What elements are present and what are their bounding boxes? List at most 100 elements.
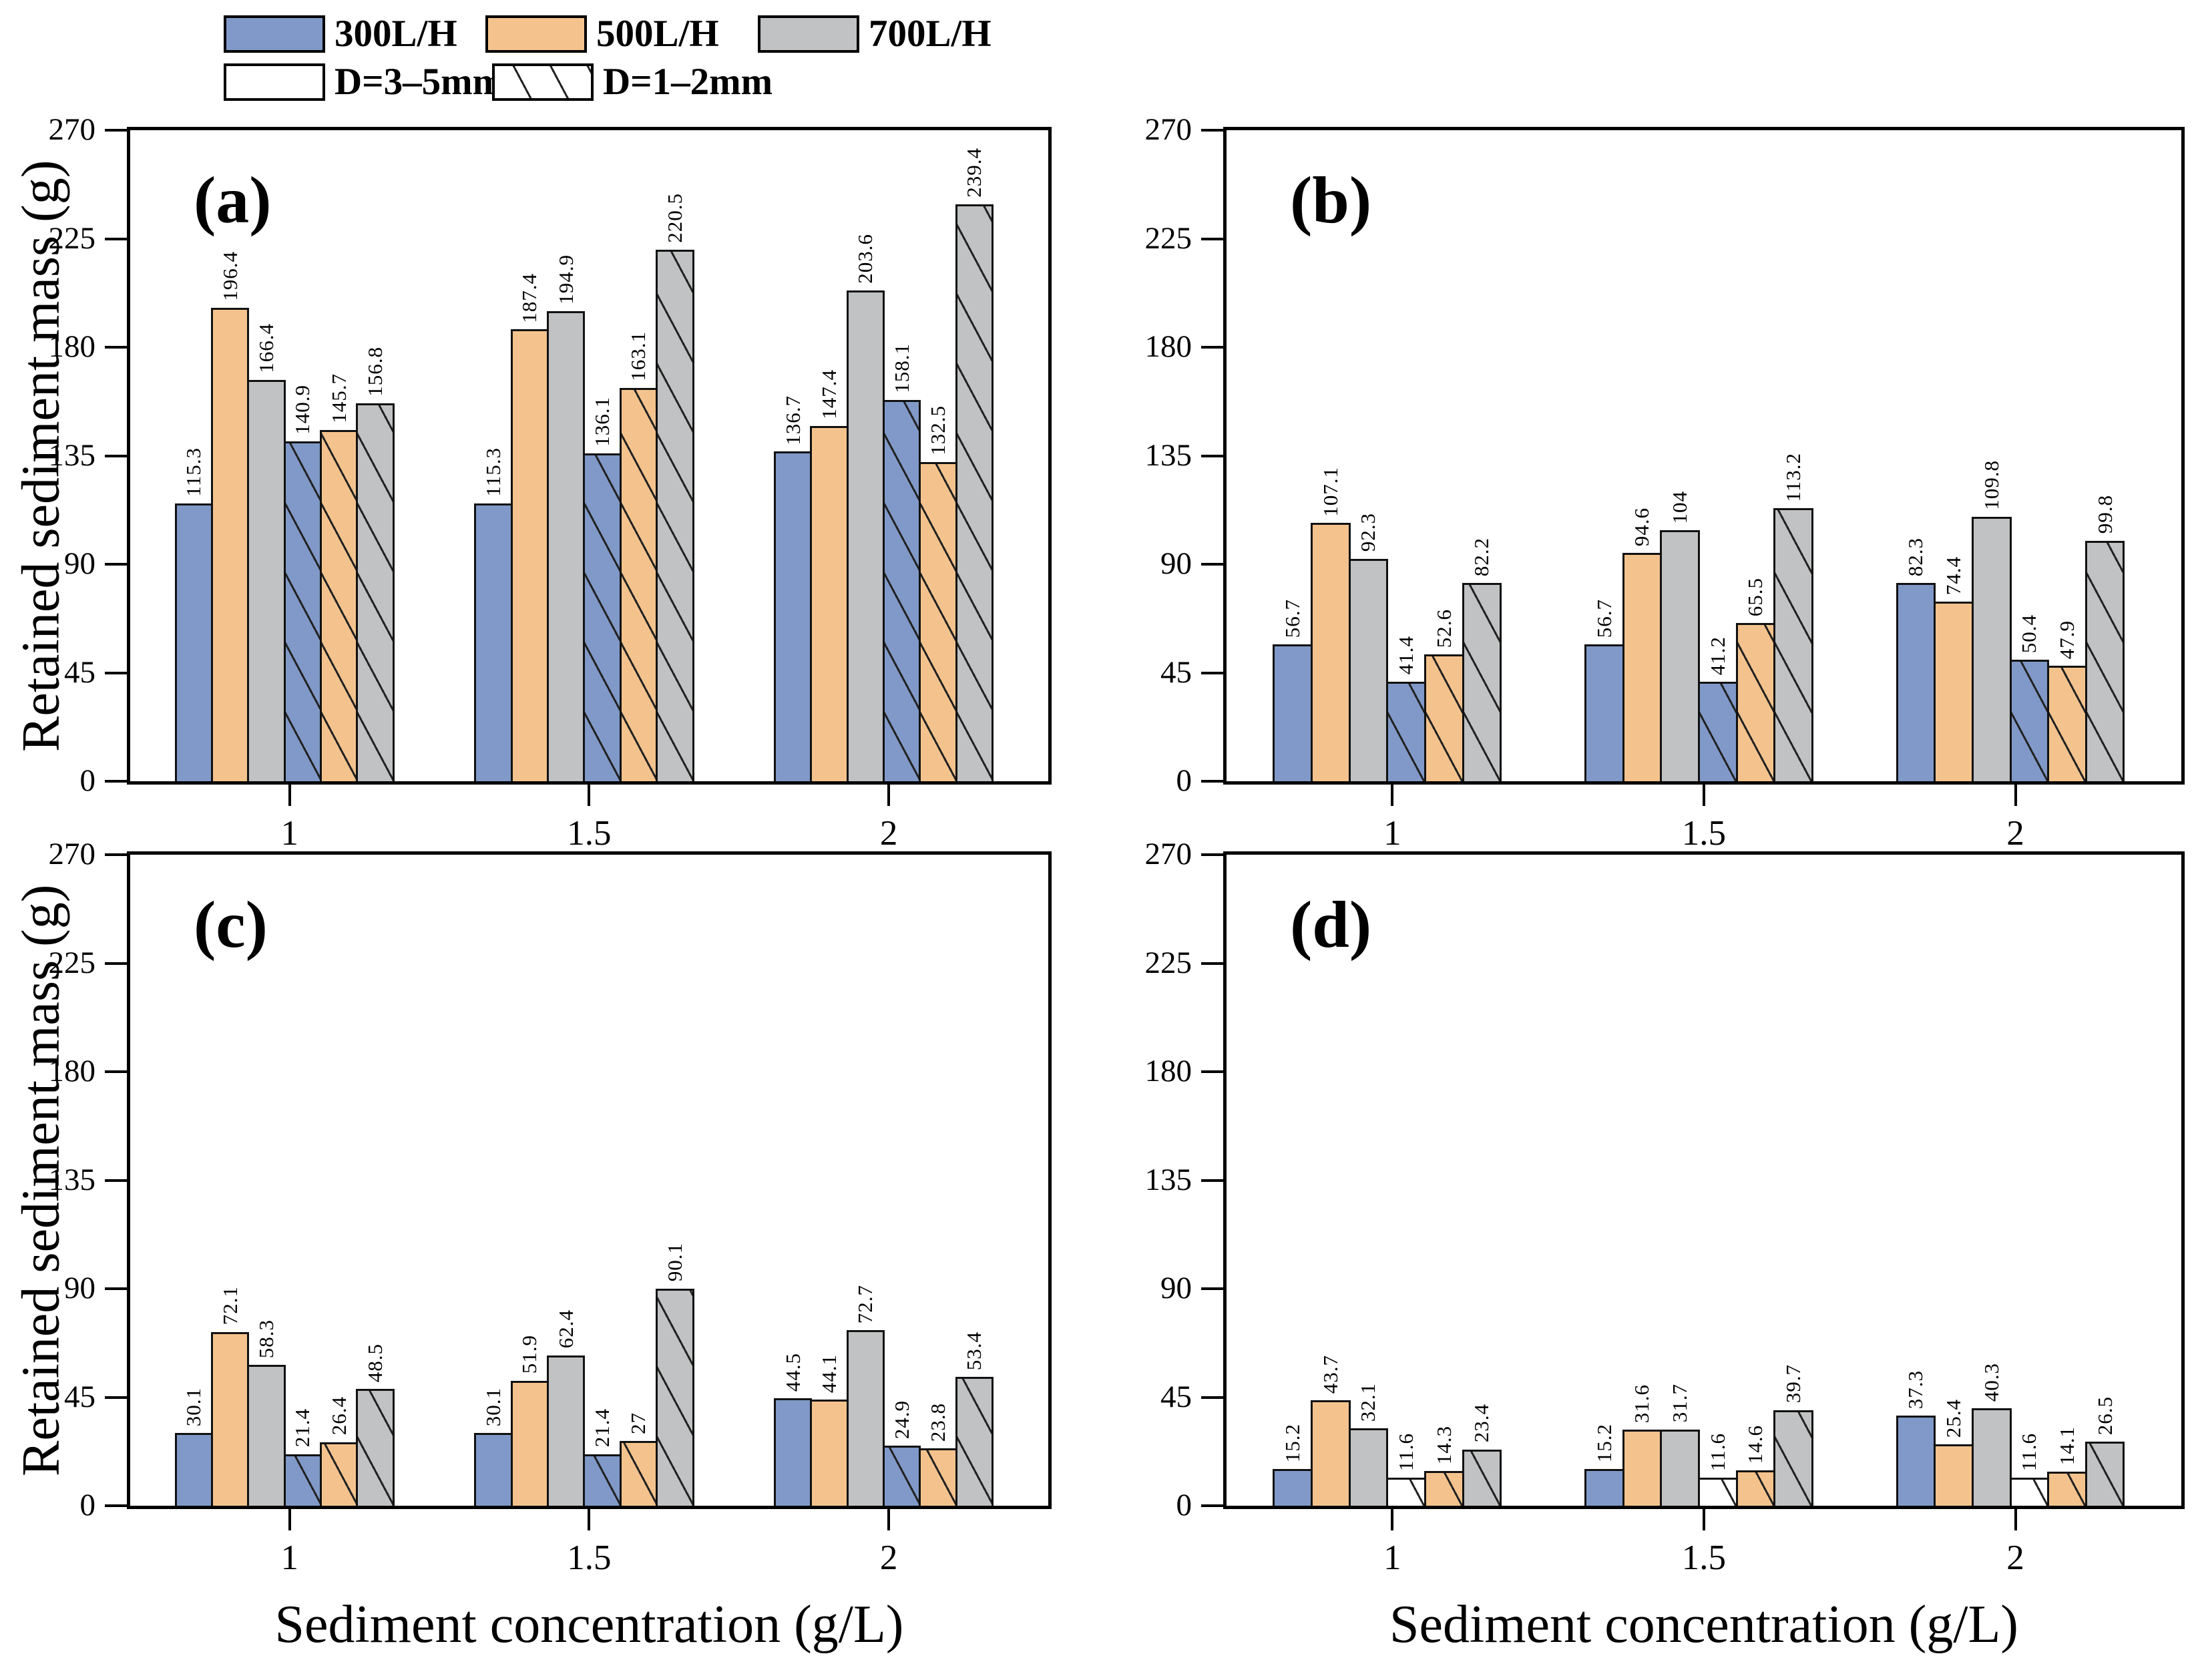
- bar-value-label: 99.8: [2093, 495, 2117, 534]
- x-tick-label: 2: [879, 814, 898, 853]
- panel-d: (d) 0 45 90 135 180 225 270 1 15.2 43.7 32.1 11.6 14.…: [1145, 839, 2185, 1576]
- bar-value-label: 44.5: [781, 1353, 805, 1392]
- bar: [1697, 1478, 1738, 1506]
- y-tick-label: 180: [48, 329, 96, 364]
- bar-value-label: 41.4: [1394, 636, 1418, 675]
- y-tick-label: 225: [1144, 220, 1192, 256]
- x-tick-label: 2: [2006, 814, 2024, 853]
- y-tick-label: 45: [64, 1379, 95, 1414]
- bar: [1311, 523, 1351, 781]
- bar-value-label: 14.6: [1743, 1425, 1767, 1464]
- bar-value-label: 11.6: [1705, 1433, 1729, 1472]
- y-tick-label: 0: [1176, 763, 1192, 798]
- bar: [2009, 660, 2050, 781]
- x-tick: [1391, 1509, 1394, 1530]
- legend-label: 500L/H: [596, 13, 719, 55]
- x-tick: [588, 1509, 591, 1530]
- y-tick: [105, 853, 127, 856]
- y-tick: [105, 1287, 127, 1290]
- x-tick: [288, 1509, 291, 1530]
- bar-value-label: 14.3: [1432, 1426, 1456, 1465]
- bar: [474, 1433, 513, 1506]
- legend-label: D=1–2mm: [603, 61, 773, 103]
- bar-value-label: 109.8: [1979, 459, 2003, 510]
- y-tick: [105, 1179, 127, 1182]
- bar: [174, 503, 214, 781]
- bar: [356, 1388, 395, 1506]
- panel-a: (a) 0 45 90 135 180 225 270 1 115.3 196.4 166.4 140.…: [49, 114, 1052, 851]
- bar: [547, 311, 586, 781]
- bar: [1660, 1429, 1700, 1506]
- bar-value-label: 40.3: [1979, 1363, 2003, 1402]
- bar-value-label: 136.7: [781, 395, 805, 445]
- y-tick: [105, 346, 127, 349]
- bar-value-label: 14.1: [2055, 1426, 2079, 1466]
- y-tick: [1201, 1287, 1223, 1290]
- bar: [283, 1454, 322, 1506]
- bar: [1735, 1470, 1776, 1506]
- bar-value-label: 187.4: [517, 272, 541, 323]
- bar-value-label: 21.4: [290, 1408, 314, 1448]
- x-tick-label: 1: [280, 814, 299, 853]
- x-tick: [887, 1509, 891, 1530]
- bar: [320, 429, 359, 781]
- bar: [619, 388, 658, 781]
- bar: [2085, 1442, 2125, 1506]
- bar: [919, 1448, 957, 1506]
- y-tick: [105, 962, 127, 965]
- bar: [1934, 1444, 1974, 1506]
- bar-value-label: 41.2: [1705, 636, 1729, 676]
- y-tick: [1201, 129, 1223, 132]
- y-tick: [105, 1504, 127, 1507]
- x-tick-label: 1: [1383, 814, 1401, 853]
- bar-value-label: 239.4: [962, 147, 986, 198]
- y-tick: [105, 1396, 127, 1399]
- y-tick-label: 45: [1160, 654, 1192, 690]
- y-tick-label: 90: [64, 1271, 95, 1305]
- bar: [1584, 1469, 1624, 1506]
- bar-value-label: 31.7: [1668, 1384, 1692, 1423]
- bar: [810, 1399, 849, 1506]
- bar: [510, 329, 550, 781]
- bar: [247, 1365, 286, 1506]
- bar: [211, 1331, 250, 1506]
- y-tick-label: 180: [1144, 1054, 1192, 1088]
- bar-value-label: 90.1: [662, 1243, 686, 1282]
- y-tick-label: 225: [48, 945, 96, 980]
- bar-value-label: 15.2: [1592, 1423, 1616, 1463]
- y-tick-label: 135: [48, 437, 96, 473]
- y-tick: [1201, 671, 1223, 674]
- x-axis-title-right: Sediment concentration (g/L): [1389, 1595, 2018, 1654]
- bar-value-label: 163.1: [626, 331, 650, 382]
- bar-value-label: 26.5: [2093, 1396, 2117, 1436]
- bar: [1386, 1478, 1426, 1506]
- bar-value-label: 65.5: [1743, 578, 1767, 617]
- bar: [211, 307, 250, 781]
- legend-item-700lh: 700L/H: [758, 13, 992, 55]
- panel-b: (b) 0 45 90 135 180 225 270 1 56.7 107.1 92.3 41.4 52…: [1145, 114, 2185, 851]
- bar: [2009, 1478, 2050, 1506]
- x-tick: [588, 785, 591, 806]
- y-tick: [105, 563, 127, 566]
- legend-item-d1-2mm: D=1–2mm: [492, 61, 773, 103]
- y-tick: [105, 237, 127, 240]
- bar-value-label: 56.7: [1592, 599, 1616, 638]
- legend-label: 300L/H: [335, 13, 457, 55]
- y-tick: [105, 454, 127, 457]
- panel-letter: (c): [194, 887, 268, 962]
- bar-value-label: 24.9: [889, 1400, 913, 1440]
- bar: [2047, 1472, 2087, 1506]
- bar-value-label: 220.5: [662, 193, 686, 243]
- x-tick-label: 2: [2006, 1538, 2024, 1577]
- y-tick-label: 45: [1160, 1379, 1192, 1414]
- y-tick: [1201, 346, 1223, 349]
- bar-value-label: 113.2: [1781, 452, 1805, 502]
- y-tick-label: 180: [1144, 329, 1192, 364]
- y-tick-label: 0: [79, 1488, 96, 1522]
- bar: [1622, 553, 1663, 781]
- bar-value-label: 47.9: [2055, 620, 2079, 660]
- y-tick-label: 90: [1160, 546, 1192, 581]
- bar: [1934, 602, 1974, 781]
- bar: [1386, 681, 1426, 781]
